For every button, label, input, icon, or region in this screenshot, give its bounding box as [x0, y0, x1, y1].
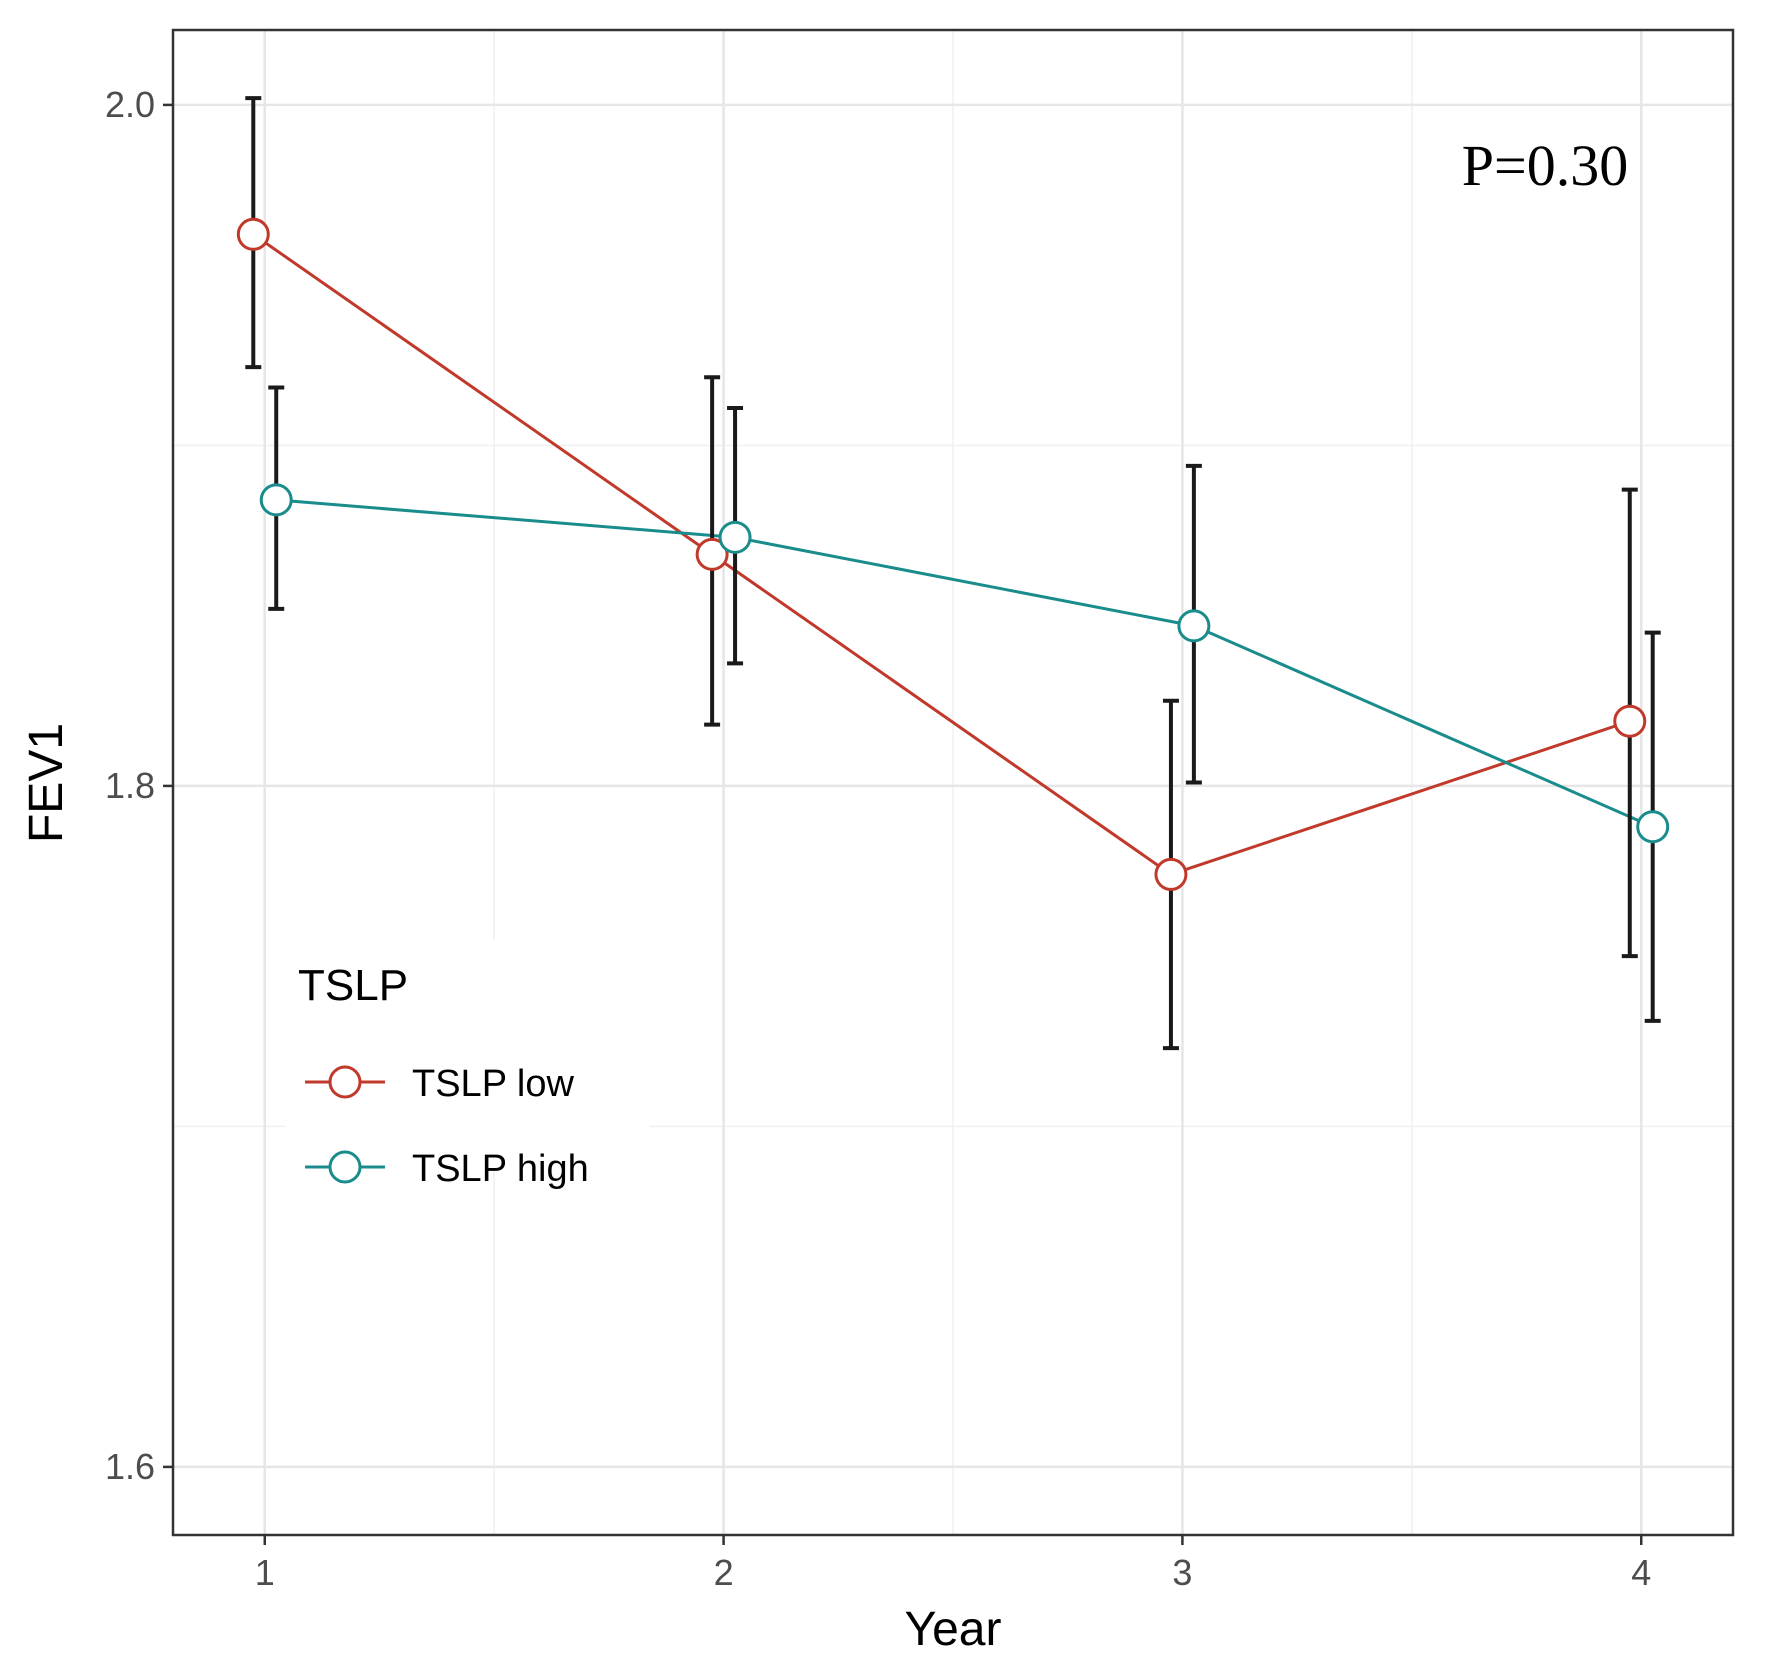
data-point-tslp-low — [1613, 704, 1647, 738]
legend-key-point — [328, 1150, 362, 1184]
data-point-tslp-low — [236, 217, 270, 251]
x-tick-label: 1 — [255, 1552, 275, 1593]
grid-major — [173, 30, 1733, 1535]
x-tick-label: 3 — [1172, 1552, 1192, 1593]
data-point-tslp-low — [1154, 857, 1188, 891]
data-point-tslp-low — [695, 537, 729, 571]
x-axis-title: Year — [905, 1603, 1002, 1656]
data-point-tslp-high — [1636, 810, 1670, 844]
legend-key-point — [328, 1065, 362, 1099]
legend-entry-tslp-high: TSLP high — [305, 1148, 589, 1190]
legend-label-tslp-high: TSLP high — [412, 1148, 589, 1190]
series-line-tslp-high — [276, 498, 1654, 829]
data-point-tslp-high — [259, 483, 293, 517]
series-lines — [252, 233, 1654, 877]
legend: TSLP TSLP low TSLP high — [285, 940, 650, 1190]
p-value-annotation: P=0.30 — [1462, 133, 1628, 198]
x-tick-label: 2 — [714, 1552, 734, 1593]
panel-border — [171, 28, 1735, 1537]
data-point-tslp-high — [718, 520, 752, 554]
data-point-tslp-high — [1177, 609, 1211, 643]
legend-background — [285, 940, 650, 1170]
points — [236, 217, 1670, 891]
axis-ticks — [163, 103, 1643, 1545]
series-line-tslp-low — [252, 233, 1631, 877]
legend-title: TSLP — [298, 961, 408, 1010]
y-tick-label: 1.8 — [105, 765, 155, 806]
y-tick-label: 2.0 — [105, 84, 155, 125]
y-axis-title: FEV1 — [20, 723, 73, 843]
legend-entry-tslp-low: TSLP low — [305, 1063, 574, 1105]
x-tick-label: 4 — [1631, 1552, 1651, 1593]
legend-label-tslp-low: TSLP low — [412, 1063, 574, 1105]
y-tick-label: 1.6 — [105, 1446, 155, 1487]
tick-labels: 1 2 3 4 1.6 1.8 2.0 — [105, 84, 1651, 1593]
legend-entries: TSLP low TSLP high — [305, 1063, 589, 1190]
